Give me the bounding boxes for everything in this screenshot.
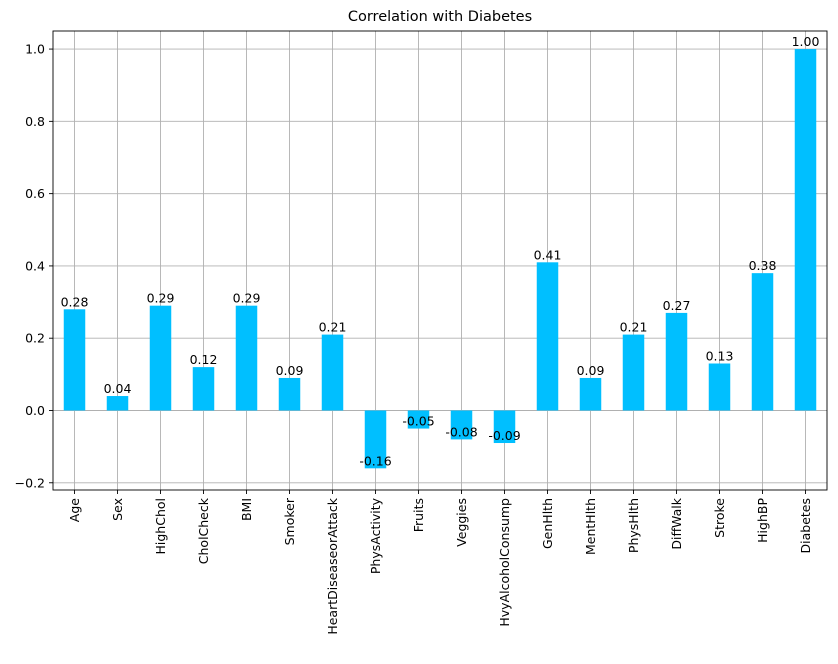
y-tick-label: 0.2: [25, 331, 45, 346]
bar: [364, 410, 387, 469]
x-tick-label: MentHlth: [583, 498, 598, 555]
bar: [63, 309, 86, 411]
data-labels: 0.28 0.04 0.29 0.12 0.29 0.09 0.21 -0.16 -0.05 -0…: [61, 34, 820, 468]
x-tick-label: GenHlth: [540, 498, 555, 549]
x-tick-label: Sex: [110, 498, 125, 521]
y-tick-label: 0.4: [25, 258, 45, 273]
x-tick-label: Veggies: [454, 498, 469, 547]
x-tick-label: HighBP: [755, 498, 770, 543]
x-tick-label: Stroke: [712, 498, 727, 538]
bar: [321, 334, 344, 411]
bar-data-label: 0.21: [620, 320, 648, 335]
bar-data-label: 0.29: [147, 291, 175, 306]
bar-data-label: 0.21: [319, 320, 347, 335]
y-axis-ticks: −0.2 0.0 0.2 0.4 0.6 0.8 1.0: [15, 42, 53, 490]
x-tick-label: PhysHlth: [626, 498, 641, 553]
bar-data-label: 0.12: [190, 352, 218, 367]
bar-data-label: 0.27: [663, 298, 691, 313]
bar-data-label: 0.41: [534, 247, 562, 262]
x-tick-label: Fruits: [411, 498, 426, 532]
bar-data-label: -0.08: [445, 424, 477, 439]
bar-data-label: -0.09: [488, 428, 520, 443]
bar-data-label: 0.29: [233, 291, 261, 306]
x-tick-label: HighChol: [153, 498, 168, 555]
bar: [751, 273, 774, 411]
bar-data-label: -0.16: [359, 453, 391, 468]
y-tick-label: 0.6: [25, 186, 45, 201]
bar: [493, 410, 516, 444]
y-tick-label: 0.8: [25, 114, 45, 129]
bar: [407, 410, 430, 429]
bar-data-label: 0.38: [749, 258, 777, 273]
x-tick-label: DiffWalk: [669, 497, 684, 549]
x-tick-label: Age: [67, 498, 82, 522]
axes: [52, 30, 828, 491]
bar: [665, 312, 688, 411]
bar-data-label: 0.28: [61, 294, 89, 309]
bar-data-label: 0.04: [104, 381, 132, 396]
y-tick-label: −0.2: [15, 475, 45, 490]
y-tick-label: 1.0: [25, 42, 45, 57]
bars: [63, 49, 817, 469]
x-axis-ticks: Age Sex HighChol CholCheck BMI Smoker HeartDis…: [67, 490, 813, 635]
bar-data-label: 1.00: [792, 34, 820, 49]
bar: [278, 377, 301, 411]
bar-data-label: 0.09: [276, 363, 304, 378]
x-tick-label: HeartDiseaseorAttack: [325, 497, 340, 634]
bar: [708, 363, 731, 411]
bar: [536, 262, 559, 411]
x-tick-label: BMI: [239, 498, 254, 521]
plot-frame: [52, 30, 828, 491]
bar: [235, 305, 258, 411]
bar: [106, 396, 129, 411]
y-tick-label: 0.0: [25, 403, 45, 418]
bar: [794, 49, 817, 411]
bar: [579, 377, 602, 411]
x-tick-label: HvyAlcoholConsump: [497, 498, 512, 627]
bar-data-label: 0.13: [706, 349, 734, 364]
bar: [192, 367, 215, 411]
x-tick-label: Diabetes: [798, 498, 813, 554]
x-tick-label: Smoker: [282, 497, 297, 545]
bar-data-label: -0.05: [402, 414, 434, 429]
bar: [622, 334, 645, 411]
x-tick-label: PhysActivity: [368, 497, 383, 574]
bar: [450, 410, 473, 440]
x-tick-label: CholCheck: [196, 497, 211, 564]
chart-title: Correlation with Diabetes: [348, 9, 532, 25]
bar: [149, 305, 172, 411]
bar-data-label: 0.09: [577, 363, 605, 378]
